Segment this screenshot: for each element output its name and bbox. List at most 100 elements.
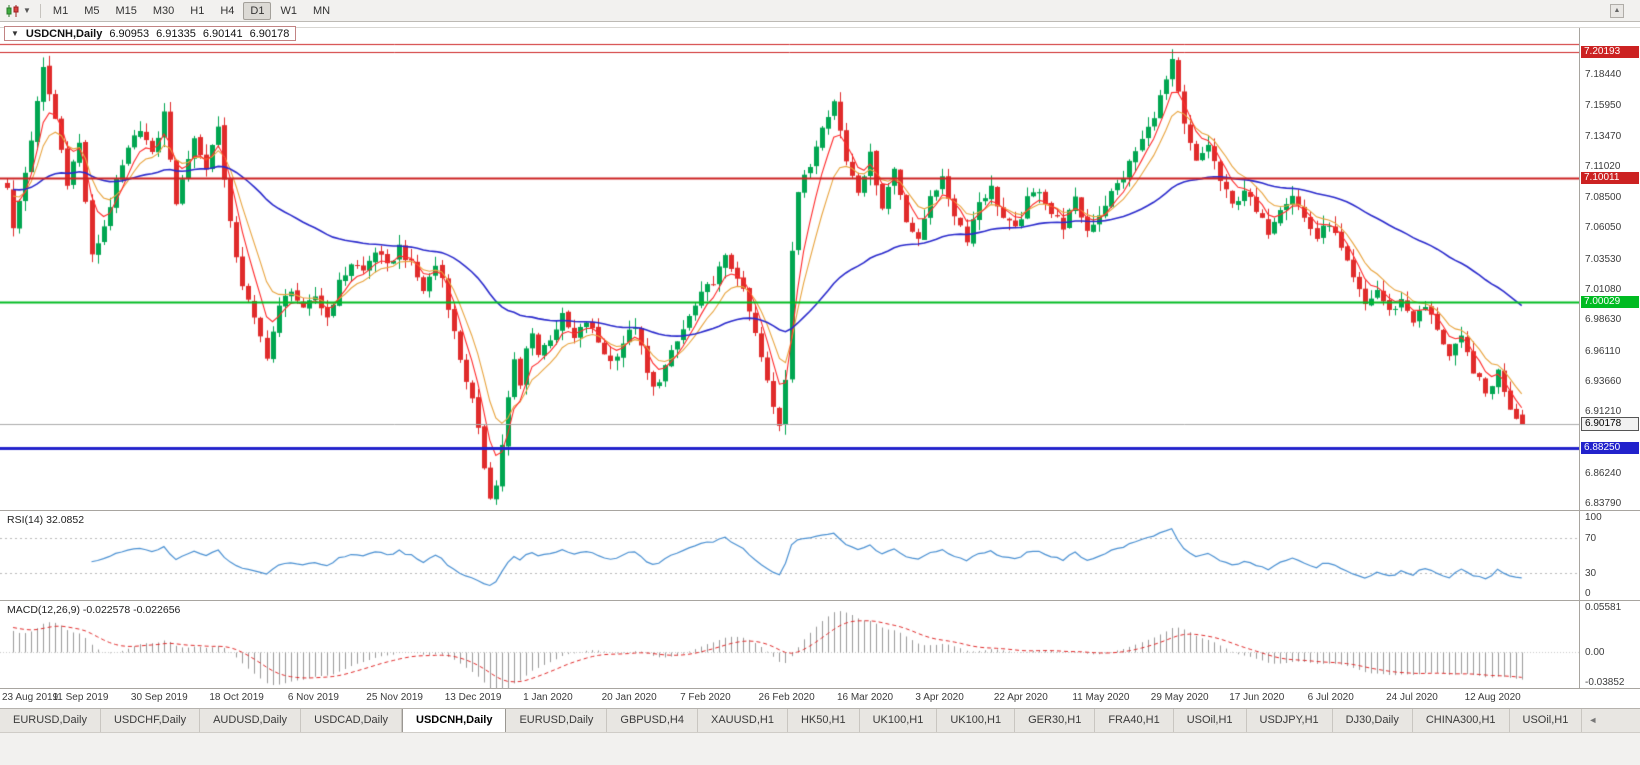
macd-panel-canvas[interactable] bbox=[0, 601, 1579, 688]
date-label: 13 Dec 2019 bbox=[444, 692, 502, 703]
chart-tab-gbpusd-h4[interactable]: GBPUSD,H4 bbox=[607, 709, 698, 732]
date-label: 24 Jul 2020 bbox=[1386, 692, 1438, 703]
chart-tab-xauusd-h1[interactable]: XAUUSD,H1 bbox=[697, 709, 788, 732]
scroll-up-button[interactable]: ▲ bbox=[1610, 4, 1624, 18]
chart-tab-usoil-h1[interactable]: USOil,H1 bbox=[1509, 709, 1583, 732]
rsi-scale-label: 100 bbox=[1585, 512, 1602, 523]
chart-tab-usdchf-daily[interactable]: USDCHF,Daily bbox=[100, 709, 201, 732]
price-axis[interactable]: 7.18440 7.15950 7.13470 7.11020 7.08500 7.060… bbox=[1580, 28, 1640, 688]
rsi-label: RSI(14) 32.0852 bbox=[7, 514, 84, 526]
rsi-separator[interactable] bbox=[0, 510, 1640, 511]
timeframe-button-m15[interactable]: M15 bbox=[115, 4, 137, 17]
current-price-badge: 6.90178 bbox=[1581, 417, 1639, 432]
price-tick: 7.06050 bbox=[1585, 222, 1622, 234]
timeframe-button-h4[interactable]: H4 bbox=[220, 4, 235, 17]
date-label: 17 Jun 2020 bbox=[1229, 692, 1285, 703]
date-label: 25 Nov 2019 bbox=[366, 692, 423, 703]
price-tick: 7.03530 bbox=[1585, 253, 1622, 265]
chart-tab-eurusd-daily[interactable]: EURUSD,Daily bbox=[0, 709, 101, 732]
timeframe-button-h1[interactable]: H1 bbox=[190, 4, 205, 17]
date-label: 20 Jan 2020 bbox=[601, 692, 657, 703]
chart-dropdown-caret-icon[interactable]: ▼ bbox=[23, 6, 31, 15]
candlestick-icon bbox=[6, 4, 19, 17]
price-tick: 6.83790 bbox=[1585, 498, 1622, 510]
macd-separator[interactable] bbox=[0, 600, 1640, 601]
chart-tab-usdcnh-daily[interactable]: USDCNH,Daily bbox=[402, 709, 507, 732]
macd-scale-label: 0.05581 bbox=[1585, 602, 1622, 613]
price-tick: 7.18440 bbox=[1585, 68, 1622, 80]
price-tick: 7.13470 bbox=[1585, 130, 1622, 142]
chart-tab-ger30-h1[interactable]: GER30,H1 bbox=[1015, 709, 1096, 732]
timeframe-button-m30[interactable]: M30 bbox=[152, 4, 175, 17]
price-tick: 6.86240 bbox=[1585, 467, 1622, 479]
timeframe-button-d1[interactable]: D1 bbox=[243, 1, 272, 20]
price-tick: 6.93660 bbox=[1585, 376, 1622, 387]
ohlc-close: 6.90178 bbox=[249, 27, 290, 40]
date-label: 3 Apr 2020 bbox=[915, 692, 964, 703]
date-label: 1 Jan 2020 bbox=[523, 692, 573, 703]
collapse-triangle-icon[interactable]: ▼ bbox=[11, 29, 19, 38]
chart-tab-usdjpy-h1[interactable]: USDJPY,H1 bbox=[1246, 709, 1333, 732]
chart-title-overlay: ▼ USDCNH,Daily 6.90953 6.91335 6.90141 6… bbox=[4, 26, 297, 41]
toolbar: ▼ M1 M5 M15 M30 H1 H4 D1 W1 MN ▲ bbox=[0, 0, 1640, 22]
time-axis[interactable]: 23 Aug 2019 11 Sep 2019 30 Sep 2019 18 Oct … bbox=[0, 689, 1579, 708]
date-label: 30 Sep 2019 bbox=[130, 692, 188, 703]
timeframe-button-m5[interactable]: M5 bbox=[84, 4, 100, 17]
chart-tab-dj30-daily[interactable]: DJ30,Daily bbox=[1332, 709, 1413, 732]
rsi-scale-label: 30 bbox=[1585, 568, 1597, 580]
rsi-scale-label: 70 bbox=[1585, 532, 1597, 544]
date-label: 11 May 2020 bbox=[1072, 692, 1130, 703]
date-label: 6 Jul 2020 bbox=[1307, 692, 1354, 703]
price-tick: 7.15950 bbox=[1585, 99, 1622, 111]
date-label: 6 Nov 2019 bbox=[287, 692, 339, 703]
timeframe-button-m1[interactable]: M1 bbox=[52, 4, 69, 17]
tab-scroll-icon[interactable]: ◄ bbox=[1588, 715, 1598, 725]
chart-tab-eurusd-daily[interactable]: EURUSD,Daily bbox=[506, 709, 608, 732]
date-label: 7 Feb 2020 bbox=[680, 692, 731, 703]
chart-tab-usoil-h1[interactable]: USOil,H1 bbox=[1173, 709, 1247, 732]
date-label: 16 Mar 2020 bbox=[836, 692, 894, 703]
macd-label: MACD(12,26,9) -0.022578 -0.022656 bbox=[7, 604, 180, 616]
date-label: 11 Sep 2019 bbox=[52, 692, 109, 703]
date-label: 18 Oct 2019 bbox=[209, 692, 264, 703]
chart-tab-audusd-daily[interactable]: AUDUSD,Daily bbox=[200, 709, 302, 732]
rsi-panel-canvas[interactable] bbox=[0, 511, 1579, 600]
ohlc-low: 6.90141 bbox=[202, 27, 243, 40]
price-tick: 7.08500 bbox=[1585, 192, 1622, 204]
ohlc-high: 6.91335 bbox=[156, 27, 196, 40]
time-axis-separator bbox=[0, 688, 1640, 689]
macd-scale-label: -0.03852 bbox=[1585, 677, 1625, 688]
price-axis-separator bbox=[1579, 28, 1580, 688]
hline-price-badge: 7.20193 bbox=[1581, 46, 1639, 59]
date-label: 12 Aug 2020 bbox=[1464, 692, 1521, 703]
status-strip bbox=[0, 732, 1640, 765]
timeframe-button-w1[interactable]: W1 bbox=[280, 4, 297, 17]
chart-top-border bbox=[0, 27, 1640, 28]
macd-name: MACD(12,26,9) bbox=[7, 604, 80, 616]
hline-price-badge: 7.00029 bbox=[1581, 296, 1639, 309]
toolbar-separator bbox=[39, 3, 41, 18]
price-tick: 6.96110 bbox=[1585, 345, 1621, 357]
rsi-name: RSI(14) bbox=[7, 514, 44, 526]
chart-type-icon[interactable] bbox=[4, 3, 22, 19]
chart-tab-fra40-h1[interactable]: FRA40,H1 bbox=[1095, 709, 1174, 732]
hline-price-badge: 6.88250 bbox=[1581, 442, 1639, 455]
chart-tab-usdcad-daily[interactable]: USDCAD,Daily bbox=[301, 709, 403, 732]
price-tick: 6.98630 bbox=[1585, 314, 1622, 326]
timeframe-button-mn[interactable]: MN bbox=[312, 4, 331, 17]
rsi-value: 32.0852 bbox=[46, 514, 85, 526]
chart-tab-hk50-h1[interactable]: HK50,H1 bbox=[787, 709, 860, 732]
main-chart-canvas[interactable] bbox=[0, 28, 1579, 510]
chart-tab-china300-h1[interactable]: CHINA300,H1 bbox=[1412, 709, 1510, 732]
macd-values: -0.022578 -0.022656 bbox=[82, 604, 181, 616]
chart-tab-uk100-h1[interactable]: UK100,H1 bbox=[937, 709, 1016, 732]
timeframe-buttons: M1 M5 M15 M30 H1 H4 D1 W1 MN bbox=[46, 1, 337, 20]
macd-scale-label: 0.00 bbox=[1585, 647, 1605, 659]
date-label: 29 May 2020 bbox=[1150, 692, 1209, 703]
price-tick: 7.01080 bbox=[1585, 284, 1622, 296]
chart-tab-uk100-h1[interactable]: UK100,H1 bbox=[859, 709, 938, 732]
price-tick: 6.91210 bbox=[1585, 406, 1622, 418]
hline-price-badge: 7.10011 bbox=[1581, 172, 1639, 185]
chart-symbol-period: USDCNH,Daily bbox=[25, 27, 103, 40]
